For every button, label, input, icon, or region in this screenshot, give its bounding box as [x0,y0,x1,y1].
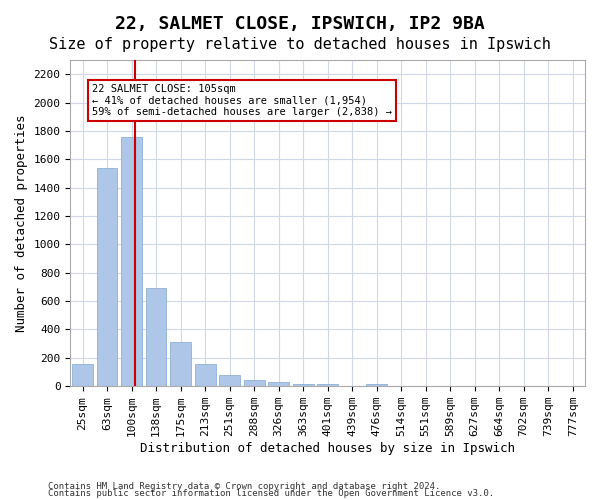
Bar [268,382,289,386]
Bar [244,380,265,386]
Bar [121,136,142,386]
Bar [293,384,314,386]
Text: Size of property relative to detached houses in Ipswich: Size of property relative to detached ho… [49,38,551,52]
Text: 22, SALMET CLOSE, IPSWICH, IP2 9BA: 22, SALMET CLOSE, IPSWICH, IP2 9BA [115,15,485,33]
Bar [366,384,387,386]
X-axis label: Distribution of detached houses by size in Ipswich: Distribution of detached houses by size … [140,442,515,455]
Y-axis label: Number of detached properties: Number of detached properties [15,114,28,332]
Bar [219,375,240,386]
Bar [317,384,338,386]
Bar [194,364,215,386]
Bar [97,168,118,386]
Bar [170,342,191,386]
Bar [72,364,93,386]
Text: 22 SALMET CLOSE: 105sqm
← 41% of detached houses are smaller (1,954)
59% of semi: 22 SALMET CLOSE: 105sqm ← 41% of detache… [92,84,392,117]
Bar [146,288,166,386]
Text: Contains public sector information licensed under the Open Government Licence v3: Contains public sector information licen… [48,490,494,498]
Text: Contains HM Land Registry data © Crown copyright and database right 2024.: Contains HM Land Registry data © Crown c… [48,482,440,491]
